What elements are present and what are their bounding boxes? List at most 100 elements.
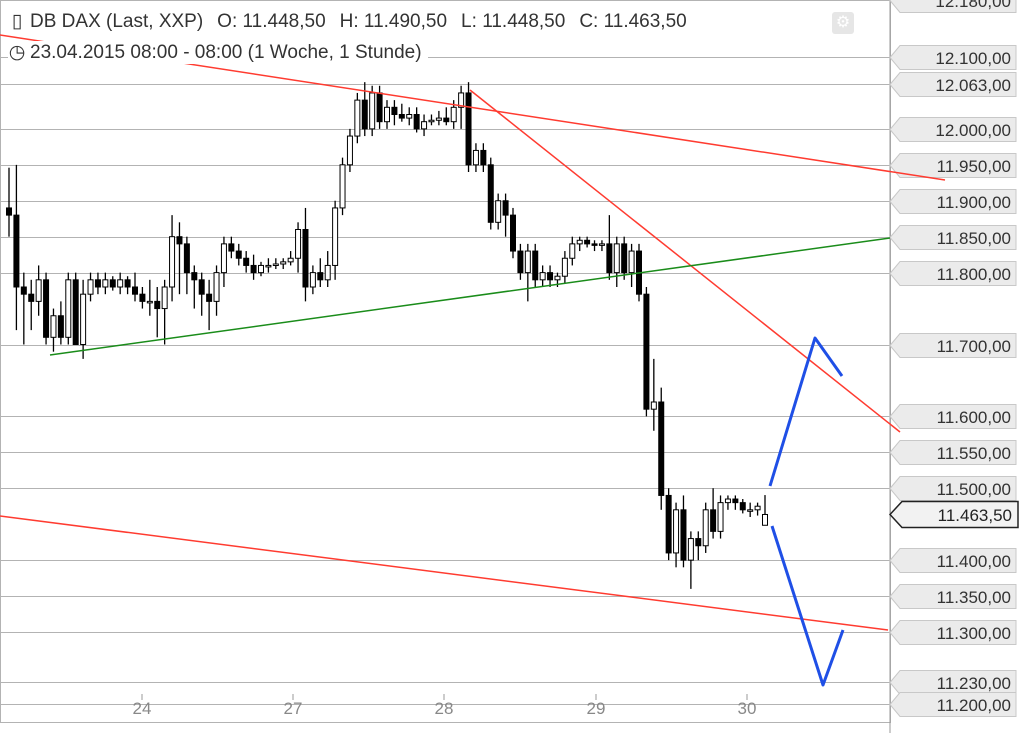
plot-frame (0, 0, 891, 723)
price-tag: 11.400,00 (889, 548, 1017, 573)
price-label: 11.550,00 (937, 444, 1011, 463)
candle (524, 243, 531, 302)
candle-body (702, 509, 709, 547)
candle-body (280, 261, 287, 265)
candle (502, 193, 509, 237)
candle-body (339, 164, 346, 209)
candle-body (502, 200, 509, 216)
candle-body (183, 243, 190, 274)
candle-body (458, 92, 465, 108)
candle (235, 243, 242, 266)
candle (576, 236, 583, 252)
candle-body (591, 243, 598, 246)
candle (532, 243, 539, 287)
price-label: 12.063,00 (935, 76, 1011, 95)
candle (109, 276, 116, 291)
price-label: 11.230,00 (937, 674, 1011, 693)
candle (295, 222, 302, 273)
candle-body (613, 243, 620, 274)
price-tag-shape (889, 692, 1017, 717)
candle (547, 265, 554, 287)
candle-body (198, 279, 205, 295)
price-tag-shape (889, 0, 1017, 13)
candle-body (569, 243, 576, 259)
candle-body (332, 207, 339, 266)
candle (243, 251, 250, 273)
candle-body (139, 293, 146, 302)
price-tag-shape (889, 404, 1017, 429)
candle (280, 258, 287, 270)
x-tick-label: 28 (435, 699, 454, 718)
candle (191, 265, 198, 309)
candle (443, 107, 450, 126)
candle (369, 85, 376, 137)
candle-body (717, 502, 724, 532)
candle-body (384, 106, 390, 123)
projection-up (768, 336, 844, 487)
price-label: 11.300,00 (937, 624, 1011, 643)
x-tick-label: 29 (587, 699, 606, 718)
close-value: 11.463,50 (603, 11, 687, 32)
candle-body (295, 229, 302, 259)
candle-body (302, 229, 309, 288)
candle-body (94, 279, 101, 288)
candle-body (265, 264, 272, 268)
candle (324, 251, 331, 287)
price-label: 11.800,00 (937, 265, 1011, 284)
price-tag: 12.100,00 (889, 45, 1017, 70)
candle-body (406, 114, 413, 119)
current-price-label: 11.463,50 (938, 506, 1012, 525)
candle (65, 272, 72, 345)
candle-body (510, 214, 516, 252)
candle (6, 167, 12, 237)
candle (717, 495, 724, 539)
candle (762, 495, 768, 526)
candle (458, 85, 465, 129)
candle (146, 279, 153, 316)
price-label: 11.350,00 (937, 588, 1011, 607)
candle-body (169, 236, 176, 288)
candle (435, 110, 442, 126)
candle (687, 531, 694, 589)
candle-body (287, 257, 294, 263)
candle-body (258, 264, 264, 274)
candle (702, 502, 709, 553)
candle (87, 272, 94, 302)
close-label: C: (579, 11, 599, 32)
candle (287, 251, 294, 266)
candle-body (20, 286, 27, 295)
timeframe-text: 23.04.2015 08:00 - 08:00 (1 Woche, 1 Stu… (30, 42, 422, 63)
price-label: 12.000,00 (935, 121, 1011, 140)
price-tag-shape (889, 189, 1017, 214)
candle-body (191, 272, 198, 281)
candle-body (391, 106, 398, 115)
x-tick-label: 24 (133, 699, 152, 718)
candle (517, 243, 524, 280)
candle (724, 495, 731, 510)
candle-body (243, 257, 250, 266)
candle-body (317, 272, 324, 281)
candle-body (398, 114, 405, 119)
candle (643, 287, 650, 417)
candle (139, 287, 146, 309)
candle (421, 114, 428, 137)
candle (665, 488, 672, 561)
price-tag-shape (889, 261, 1017, 286)
candle-body (109, 279, 116, 288)
price-tag: 12.063,00 (889, 72, 1017, 97)
gear-icon[interactable]: ⚙ (832, 12, 854, 34)
x-tick-label: 30 (738, 699, 757, 718)
price-tag: 12.000,00 (889, 117, 1017, 142)
candle (183, 236, 190, 295)
candle (384, 100, 390, 129)
current-price-tag: 11.463,50 (888, 500, 1019, 529)
candle-body (472, 149, 479, 166)
candle (695, 531, 702, 561)
candle (132, 272, 138, 302)
candle-series (6, 82, 768, 589)
candle (569, 236, 576, 266)
candle (332, 200, 339, 280)
candle (176, 222, 183, 295)
price-tag: 11.900,00 (889, 189, 1017, 214)
projection-down (770, 525, 845, 687)
